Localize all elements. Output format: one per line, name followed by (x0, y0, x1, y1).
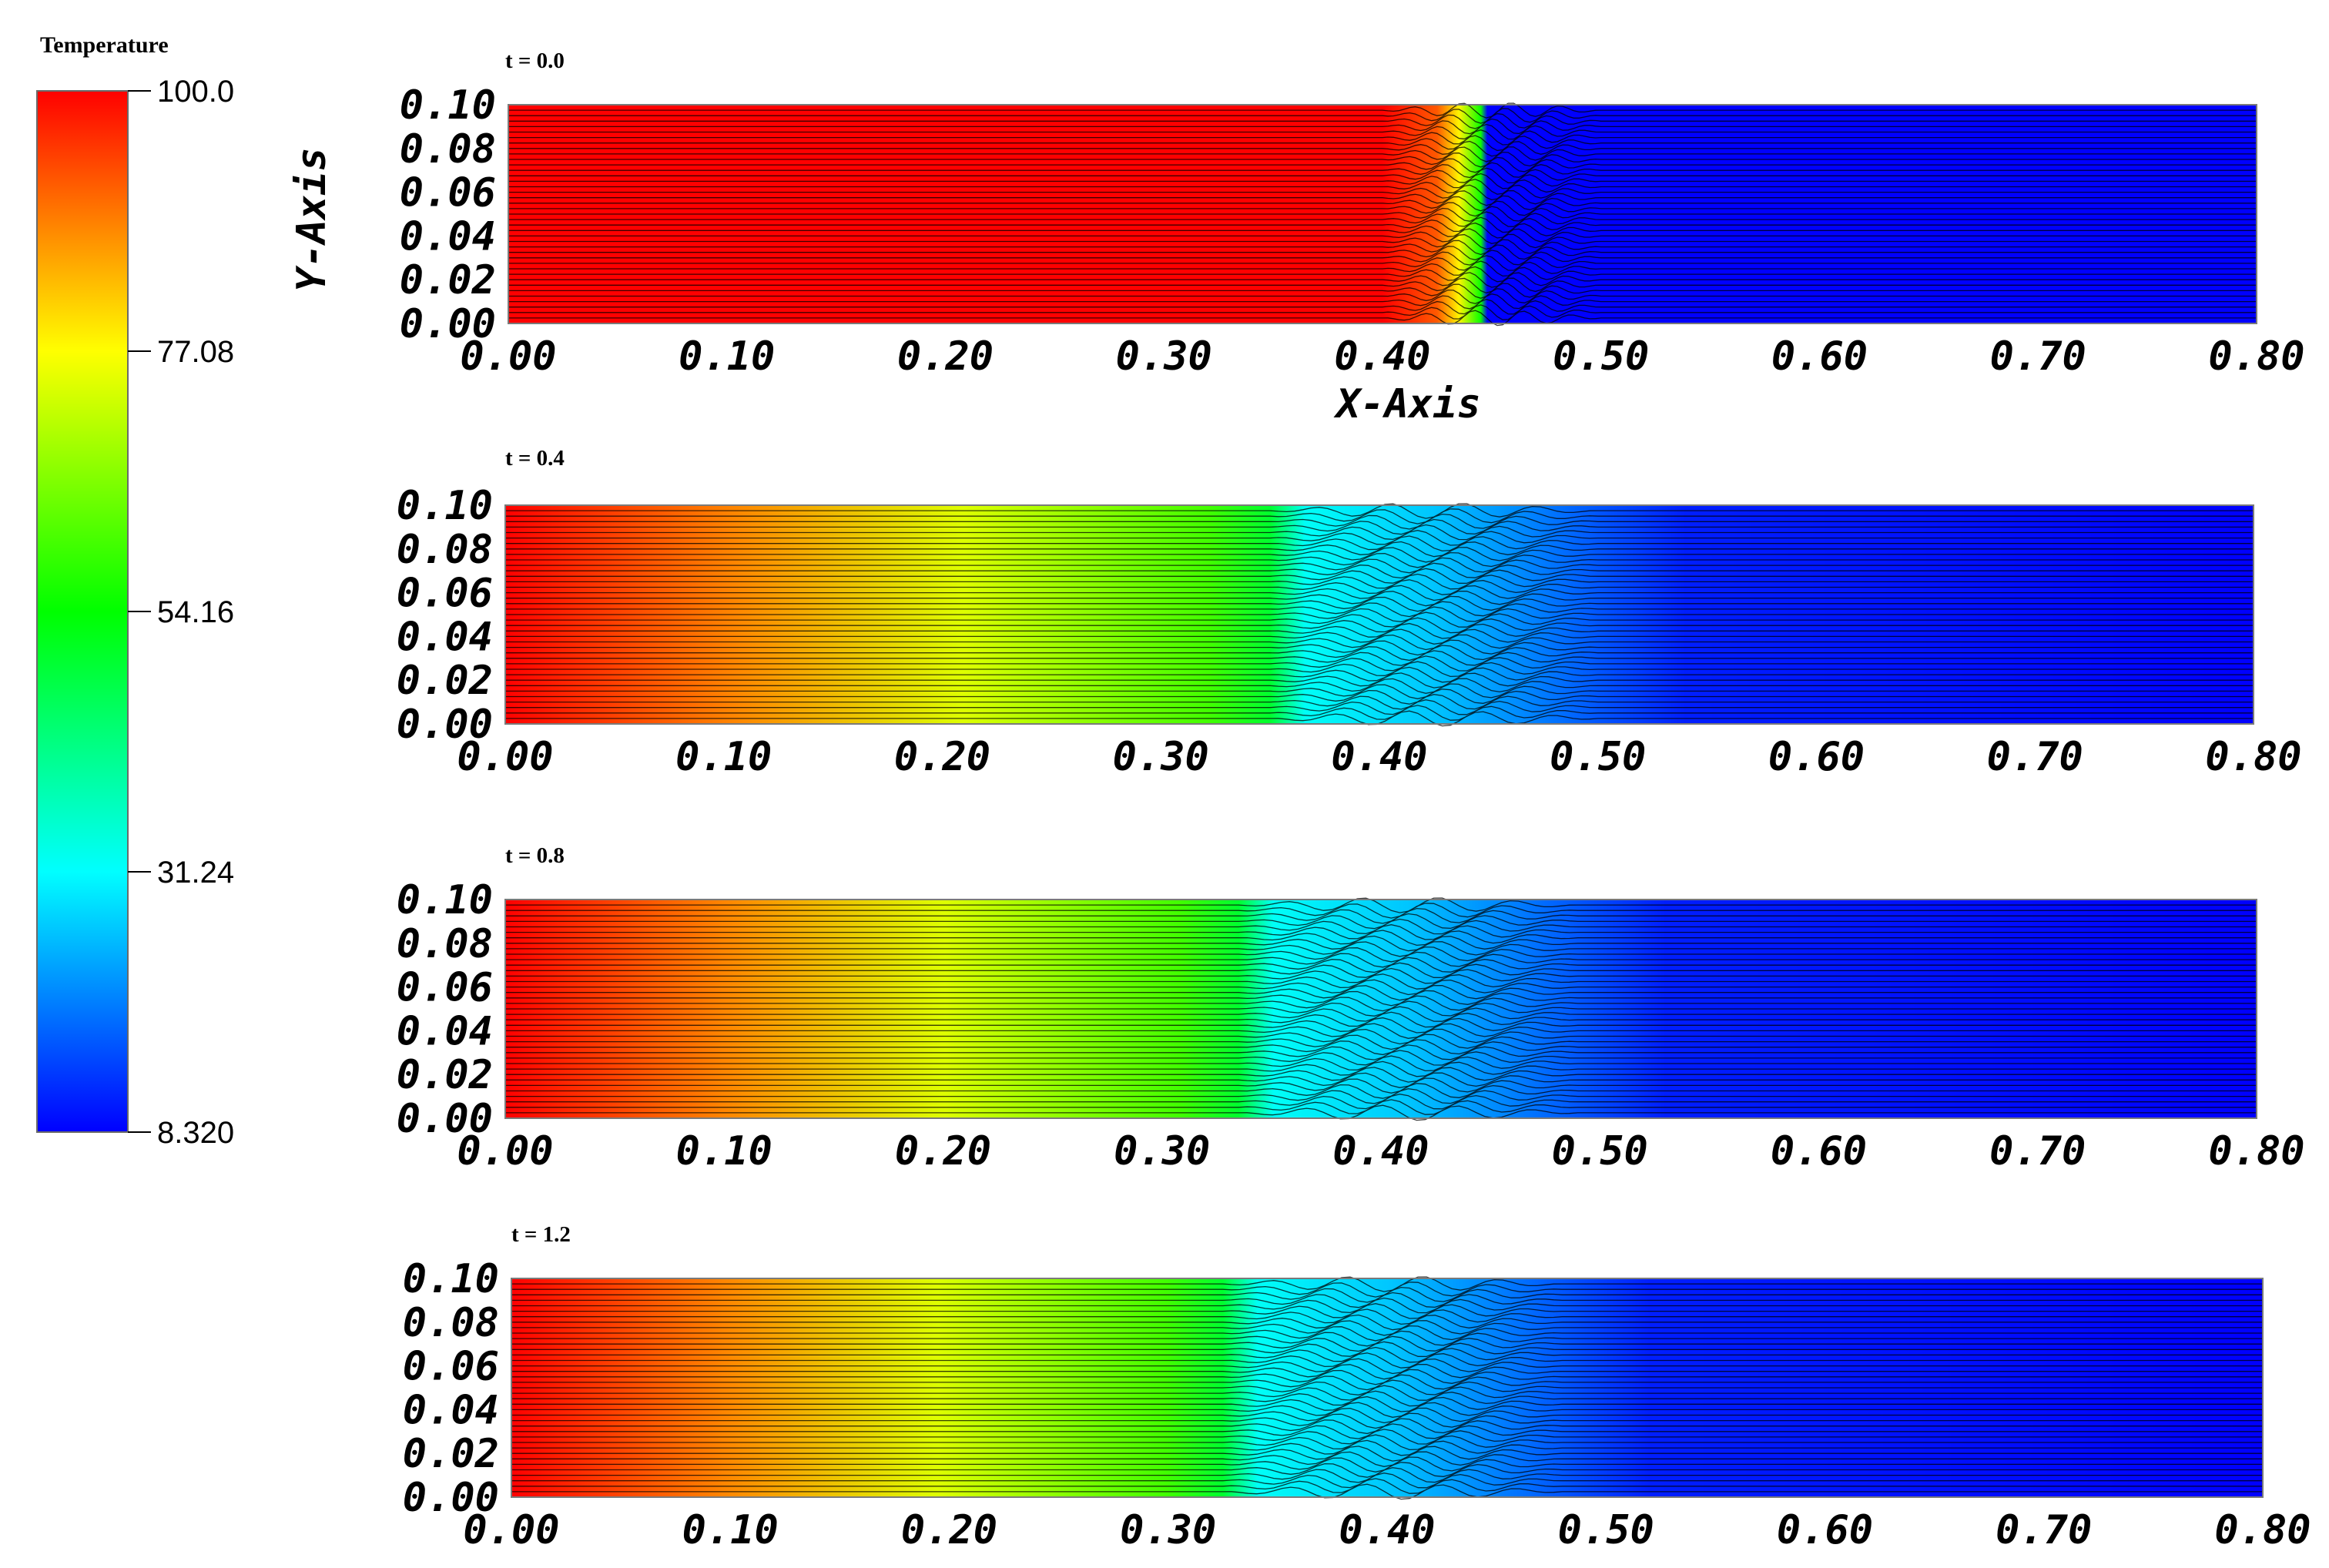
y-tick-label: 0.02 (403, 1431, 499, 1477)
x-tick-label: 0.80 (2208, 333, 2304, 380)
x-tick-label: 0.70 (1990, 333, 2086, 380)
y-tick-label: 0.04 (400, 213, 496, 260)
x-tick-label: 0.80 (2208, 1128, 2304, 1174)
x-tick-label: 0.60 (1777, 1507, 1873, 1553)
y-tick-label: 0.04 (397, 614, 493, 660)
x-tick-label: 0.50 (1558, 1507, 1654, 1553)
contour-lines (511, 1276, 2263, 1500)
y-tick-label: 0.08 (397, 527, 493, 573)
x-tick-label: 0.40 (1331, 734, 1427, 780)
panels: t = 0.0 0.00 0.10 0.20 0.30 0.40 0.50 0.60 0.70 0… (397, 49, 2311, 1553)
x-tick-label: 0.00 (457, 1128, 553, 1174)
x-tick-label: 0.70 (1987, 734, 2083, 780)
x-tick-label: 0.40 (1332, 1128, 1429, 1174)
colorbar-ticks: 100.0 77.08 54.16 31.24 8.320 (128, 75, 234, 1150)
contour-lines (508, 102, 2257, 327)
x-tick-label: 0.50 (1553, 333, 1649, 380)
y-tick-label: 0.04 (397, 1008, 493, 1054)
y-tick-label: 0.10 (400, 82, 496, 129)
x-tick-label: 0.20 (897, 333, 994, 380)
x-tick-label: 0.10 (679, 333, 775, 380)
y-tick-label: 0.02 (397, 658, 493, 704)
x-tick-label: 0.30 (1113, 734, 1209, 780)
panel-2: t = 0.8 0.00 0.10 0.20 0.30 0.40 0.50 0.60 0.70 0… (397, 843, 2305, 1174)
x-tick-label: 0.40 (1339, 1507, 1435, 1553)
x-tick-label: 0.50 (1550, 734, 1646, 780)
x-tick-label: 0.80 (2205, 734, 2301, 780)
colorbar-tick-label: 100.0 (157, 75, 234, 109)
colorbar: Temperature 100.0 77.08 54.16 31.24 8.320 (36, 32, 234, 1150)
y-tick-label: 0.06 (397, 571, 493, 617)
x-axis-label: X-Axis (1333, 381, 1481, 427)
y-tick-label: 0.10 (397, 877, 493, 923)
x-tick-label: 0.80 (2214, 1507, 2311, 1553)
panel-title: t = 0.0 (505, 49, 565, 73)
contour-lines (505, 897, 2257, 1121)
x-tick-label: 0.40 (1334, 333, 1430, 380)
contour-lines (505, 503, 2254, 727)
plot-frame (504, 899, 2257, 1119)
y-tick-label: 0.04 (403, 1387, 499, 1433)
y-axis-label: Y-Axis (289, 147, 335, 292)
y-tick-label: 0.06 (397, 965, 493, 1011)
x-tick-label: 0.30 (1116, 333, 1212, 380)
y-tick-label: 0.00 (400, 301, 496, 347)
x-tick-label: 0.30 (1120, 1507, 1216, 1553)
plot-frame (511, 1278, 2264, 1498)
y-tick-label: 0.08 (400, 126, 496, 173)
colorbar-tick-label: 8.320 (157, 1116, 234, 1150)
x-tick-label: 0.20 (895, 1128, 991, 1174)
x-tick-label: 0.00 (460, 333, 556, 380)
colorbar-tick-label: 31.24 (157, 856, 234, 890)
y-tick-label: 0.08 (403, 1300, 499, 1346)
colorbar-title: Temperature (40, 32, 169, 58)
y-tick-label: 0.00 (403, 1475, 499, 1521)
y-tick-label: 0.06 (403, 1344, 499, 1390)
plot-frame (504, 504, 2254, 725)
x-tick-label: 0.10 (675, 734, 772, 780)
y-tick-label: 0.00 (397, 702, 493, 748)
y-tick-label: 0.10 (397, 483, 493, 529)
panel-title: t = 1.2 (511, 1222, 571, 1247)
x-tick-label: 0.00 (463, 1507, 559, 1553)
y-tick-label: 0.00 (397, 1096, 493, 1142)
x-tick-label: 0.00 (457, 734, 553, 780)
panel-1: t = 0.4 0.00 0.10 0.20 0.30 0.40 0.50 0.60 0.70 0… (397, 446, 2302, 780)
x-tick-label: 0.70 (1989, 1128, 2086, 1174)
x-tick-label: 0.50 (1552, 1128, 1648, 1174)
y-tick-label: 0.10 (403, 1256, 499, 1302)
y-tick-label: 0.02 (400, 257, 496, 303)
colorbar-tick-label: 77.08 (157, 335, 234, 369)
panel-title: t = 0.8 (505, 843, 565, 868)
x-tick-label: 0.60 (1771, 333, 1868, 380)
y-tick-label: 0.02 (397, 1052, 493, 1098)
x-tick-label: 0.20 (901, 1507, 997, 1553)
x-tick-label: 0.10 (682, 1507, 779, 1553)
panel-title: t = 0.4 (505, 446, 565, 471)
x-tick-label: 0.30 (1114, 1128, 1210, 1174)
colorbar-tick-label: 54.16 (157, 595, 234, 629)
x-tick-label: 0.20 (894, 734, 990, 780)
x-tick-label: 0.10 (676, 1128, 772, 1174)
colorbar-gradient (36, 90, 129, 1133)
panel-0: t = 0.0 0.00 0.10 0.20 0.30 0.40 0.50 0.60 0.70 0… (400, 49, 2305, 427)
y-tick-label: 0.06 (400, 170, 496, 216)
y-tick-label: 0.08 (397, 921, 493, 967)
plot-frame (508, 104, 2257, 324)
x-tick-label: 0.70 (1996, 1507, 2092, 1553)
x-tick-label: 0.60 (1768, 734, 1865, 780)
x-tick-label: 0.60 (1771, 1128, 1867, 1174)
panel-3: t = 1.2 0.00 0.10 0.20 0.30 0.40 0.50 0.60 0.70 0… (403, 1222, 2311, 1553)
